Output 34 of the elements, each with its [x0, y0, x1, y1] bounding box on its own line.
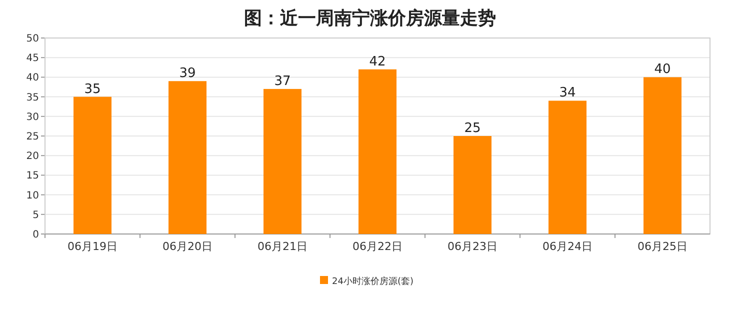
x-tick-label: 06月25日	[638, 240, 688, 253]
y-tick-label: 25	[26, 132, 39, 142]
x-tick-label: 06月23日	[448, 240, 498, 253]
bar	[644, 77, 682, 234]
chart-title: 图：近一周南宁涨价房源量走势	[244, 8, 496, 29]
data-label: 39	[179, 66, 196, 82]
data-label: 34	[559, 86, 576, 101]
x-tick-label: 06月19日	[68, 240, 118, 253]
bar	[358, 69, 396, 234]
legend-label: 24小时涨价房源(套)	[332, 276, 414, 287]
y-tick-label: 20	[26, 151, 39, 162]
x-tick-label: 06月21日	[258, 240, 308, 253]
data-label: 35	[84, 82, 101, 97]
x-tick-label: 06月20日	[162, 240, 212, 253]
y-tick-label: 30	[26, 112, 39, 123]
bar	[168, 81, 206, 234]
data-label: 37	[274, 74, 291, 89]
y-tick-label: 15	[26, 170, 39, 182]
y-tick-label: 40	[26, 72, 39, 84]
y-tick-label: 35	[26, 92, 39, 104]
data-label: 40	[654, 62, 671, 78]
data-label: 25	[464, 121, 481, 136]
y-tick-label: 50	[26, 34, 39, 44]
bar	[264, 88, 302, 234]
bar	[548, 100, 586, 234]
y-tick-label: 0	[32, 230, 39, 240]
bar	[454, 136, 492, 234]
bar	[74, 96, 112, 234]
x-tick-label: 06月22日	[352, 240, 402, 253]
x-tick-label: 06月24日	[542, 240, 592, 253]
y-tick-label: 5	[32, 210, 39, 221]
data-label: 42	[369, 54, 386, 70]
y-tick-label: 10	[26, 190, 39, 202]
y-tick-label: 45	[26, 53, 39, 64]
